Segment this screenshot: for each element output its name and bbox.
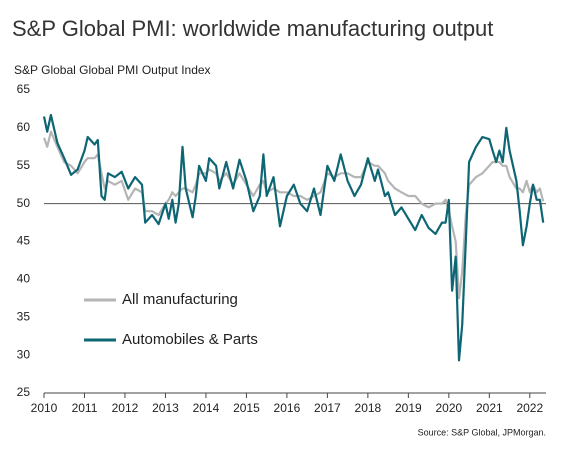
legend-label: All manufacturing <box>122 291 238 308</box>
y-tick-label: 40 <box>17 272 31 286</box>
legend-label: Automobiles & Parts <box>122 331 258 348</box>
x-tick-label: 2015 <box>233 401 260 415</box>
x-tick-label: 2022 <box>516 401 543 415</box>
chart-title: S&P Global PMI: worldwide manufacturing … <box>12 16 493 41</box>
x-tick-label: 2018 <box>355 401 382 415</box>
series-line <box>42 130 545 300</box>
x-tick-label: 2019 <box>395 401 422 415</box>
y-tick-label: 60 <box>17 120 31 134</box>
y-tick-label: 50 <box>17 196 31 210</box>
y-tick-label: 65 <box>17 82 31 96</box>
subtitle: S&P Global Global PMI Output Index <box>14 63 211 77</box>
x-tick-label: 2014 <box>193 401 220 415</box>
series-line <box>42 113 545 362</box>
x-tick-label: 2021 <box>476 401 503 415</box>
y-tick-label: 45 <box>17 234 31 248</box>
source: Source: S&P Global, JPMorgan. <box>418 427 546 437</box>
x-tick-label: 2011 <box>72 401 98 415</box>
y-tick-label: 55 <box>17 158 31 172</box>
x-tick-label: 2012 <box>112 401 139 415</box>
y-tick-label: 30 <box>17 347 31 361</box>
x-tick-label: 2010 <box>31 401 58 415</box>
x-tick-label: 2017 <box>314 401 341 415</box>
x-tick-label: 2020 <box>435 401 462 415</box>
y-tick-label: 35 <box>17 309 31 323</box>
x-tick-label: 2013 <box>152 401 179 415</box>
x-tick-label: 2016 <box>274 401 301 415</box>
y-tick-label: 25 <box>17 385 31 399</box>
